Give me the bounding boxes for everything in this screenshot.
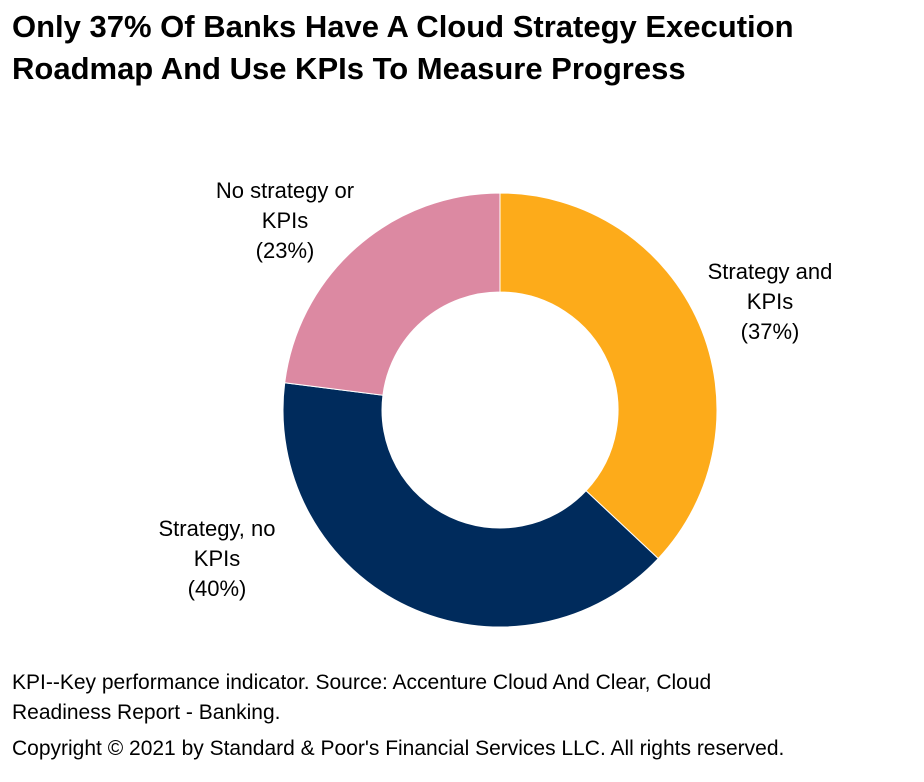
slice-label-line: (40%) — [188, 576, 247, 601]
slice-strategy-no-kpis — [282, 382, 659, 628]
slice-label-line: Strategy, no — [159, 516, 276, 541]
slice-labels: Strategy and KPIs (37%) Strategy, no KPIs (40… — [159, 178, 833, 601]
slice-label-line: No strategy or — [216, 178, 354, 203]
slice-no-strategy-or-kpis — [284, 192, 501, 396]
footnote-source-line-2: Readiness Report - Banking. — [12, 701, 281, 724]
slice-label-line: KPIs — [262, 208, 308, 233]
chart-title-line-2: Roadmap And Use KPIs To Measure Progress — [12, 51, 686, 86]
slice-label-strategy-and-kpis: Strategy and KPIs (37%) — [708, 259, 833, 344]
slice-label-line: KPIs — [747, 289, 793, 314]
copyright-notice: Copyright © 2021 by Standard & Poor's Fi… — [12, 737, 785, 760]
slice-label-line: (37%) — [741, 319, 800, 344]
chart-title: Only 37% Of Banks Have A Cloud Strategy … — [12, 6, 912, 90]
slice-label-no-strategy-or-kpis: No strategy or KPIs (23%) — [216, 178, 354, 263]
slice-strategy-and-kpis — [499, 192, 718, 560]
slice-label-line: KPIs — [194, 546, 240, 571]
donut-slices — [282, 192, 718, 628]
chart-title-line-1: Only 37% Of Banks Have A Cloud Strategy … — [12, 9, 794, 44]
slice-label-line: Strategy and — [708, 259, 833, 284]
slice-label-strategy-no-kpis: Strategy, no KPIs (40%) — [159, 516, 276, 601]
footnote-source-line-1: KPI--Key performance indicator. Source: … — [12, 671, 712, 694]
slice-label-line: (23%) — [256, 238, 315, 263]
